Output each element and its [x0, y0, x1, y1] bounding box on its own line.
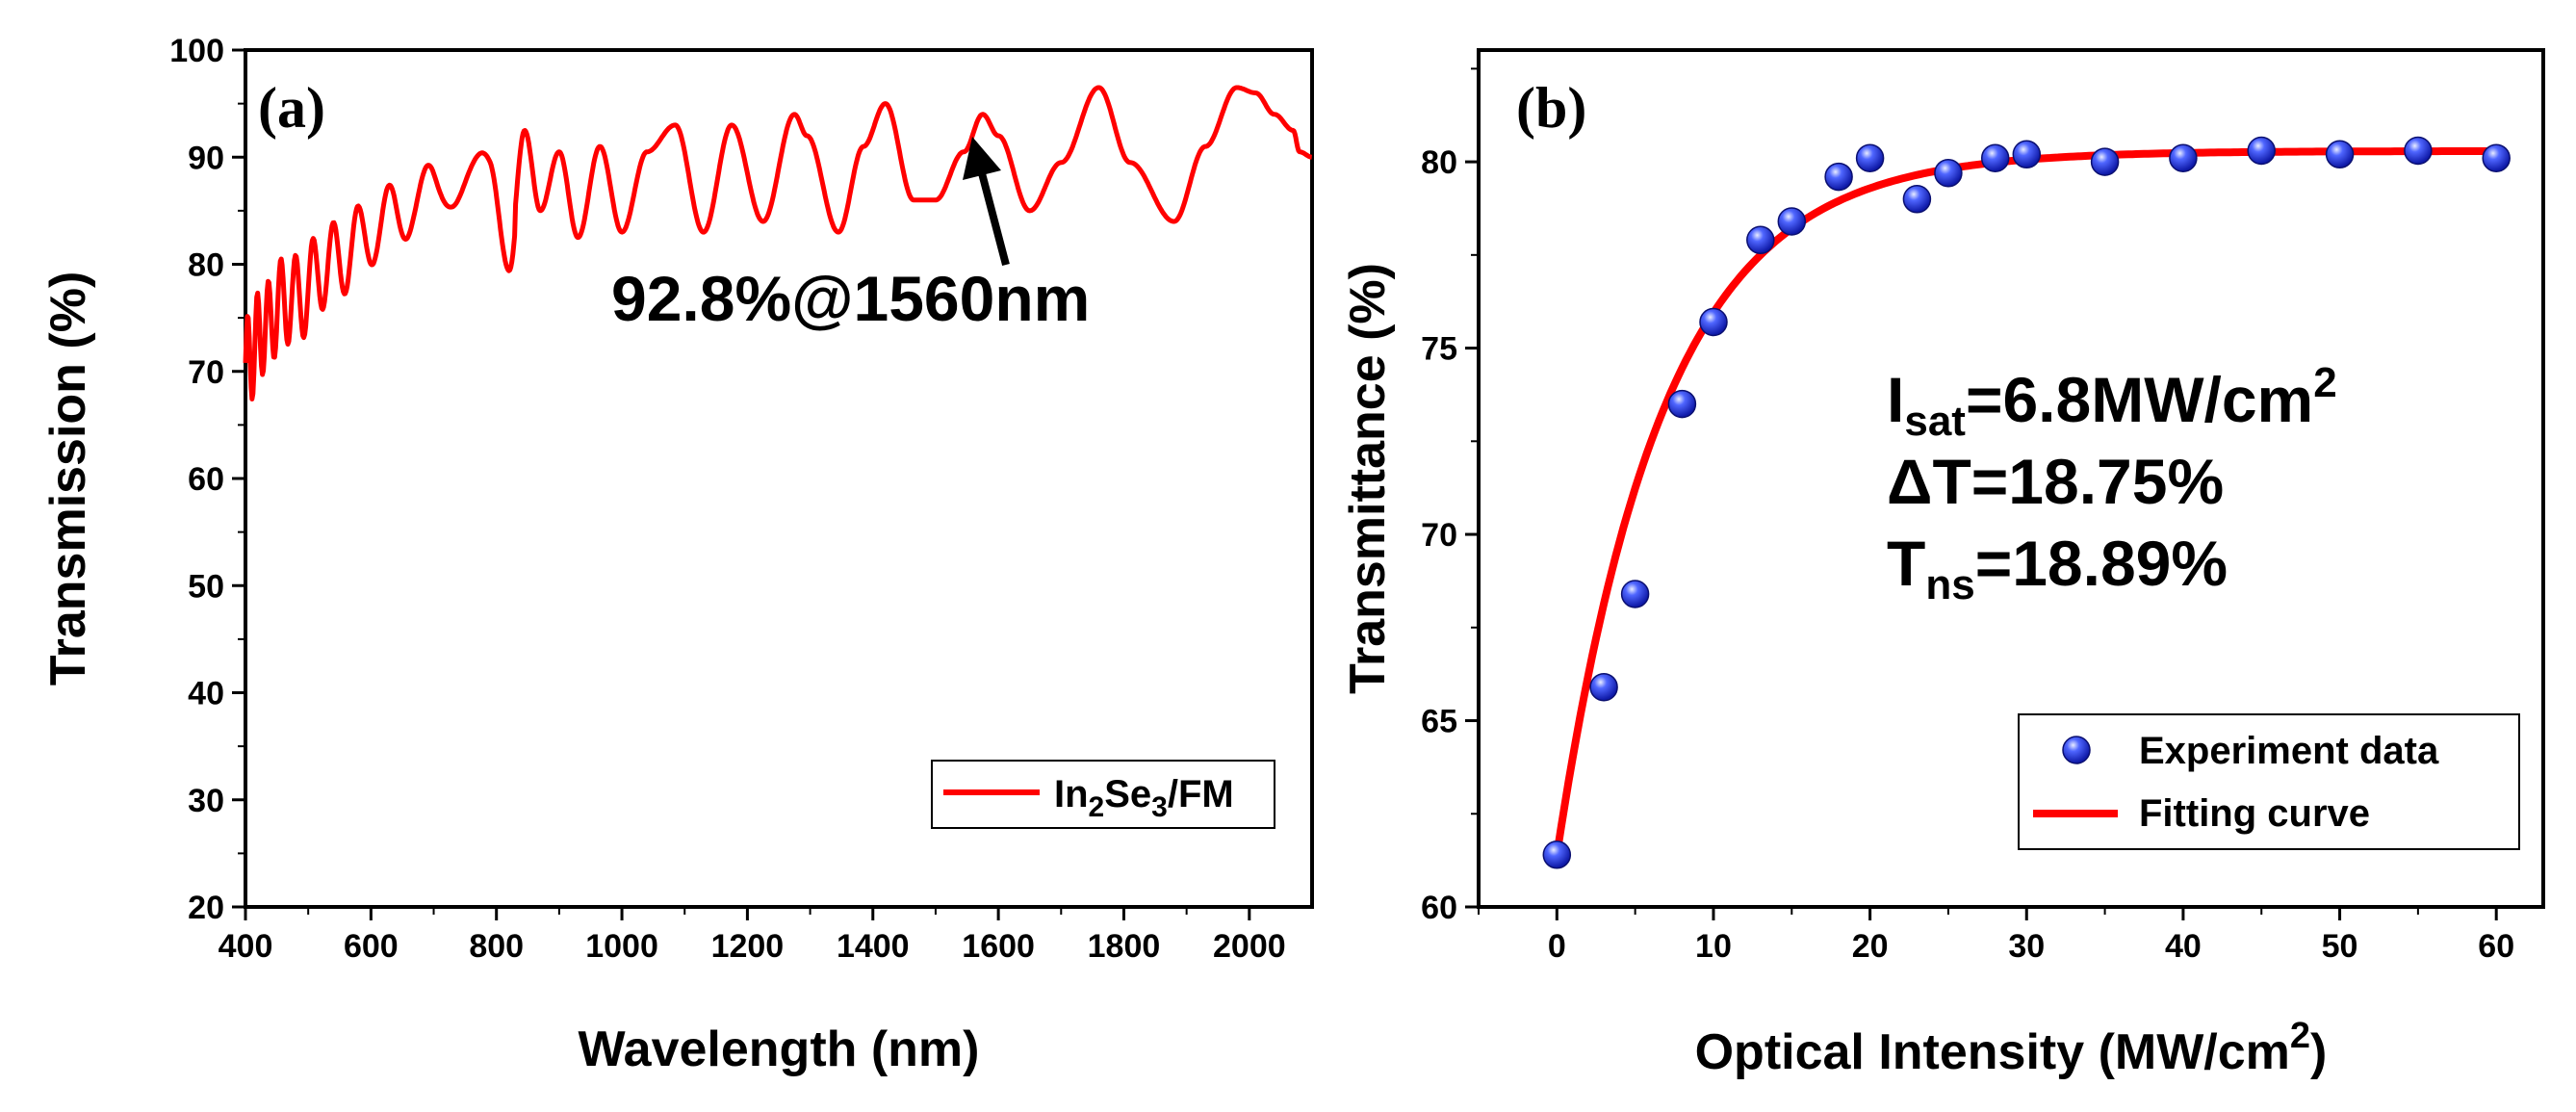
- panel-b-annotation-delta-t: ΔT=18.75%: [1887, 446, 2224, 517]
- panel-b-data-point: [1980, 143, 2010, 172]
- panel-b-data-point: [1589, 672, 1618, 702]
- panel-b-x-ticks: 0 10 20 30 40 50 60: [1478, 907, 2514, 965]
- panel-a-y-ticks: 20 30 40 50 60 70 80 90 100: [169, 33, 245, 926]
- panel-a-y-tick-label: 50: [188, 568, 224, 605]
- panel-b-data-point: [1902, 185, 1932, 214]
- panel-b-data-point: [2482, 143, 2511, 172]
- panel-b-data-point: [1699, 307, 1728, 337]
- panel-b-data-point: [2169, 143, 2198, 172]
- panel-b-data-point: [2090, 147, 2120, 176]
- panel-b-scatter-points: [1542, 136, 2511, 869]
- panel-b-y-tick-label: 65: [1421, 704, 1457, 740]
- panel-b-y-ticks: 60 65 70 75 80: [1421, 67, 1479, 926]
- panel-a-y-tick-label: 90: [188, 140, 224, 176]
- panel-b-legend-box: [2018, 713, 2520, 850]
- panel-a-y-tick-label: 70: [188, 354, 224, 391]
- panel-b-y-axis-title: Transmittance (%): [1340, 263, 1396, 694]
- panel-a-x-axis-title: Wavelength (nm): [579, 1021, 980, 1077]
- panel-b-y-tick-label: 60: [1421, 890, 1457, 926]
- panel-a-annotation: 92.8%@1560nm: [611, 263, 1090, 334]
- panel-a-y-tick-label: 20: [188, 890, 224, 926]
- panel-b-data-point: [2325, 140, 2355, 169]
- panel-b-data-point: [1620, 580, 1650, 608]
- panel-b-data-point: [1824, 162, 1853, 192]
- panel-b-y-tick-label: 70: [1421, 517, 1457, 554]
- panel-a-legend-label: In2Se3/FM: [1054, 773, 1234, 823]
- panel-b-data-point: [2012, 140, 2042, 169]
- panel-b-annotation-isat: Isat=6.8MW/cm2: [1887, 359, 2337, 445]
- panel-b-data-point: [2404, 136, 2433, 166]
- panel-a-x-tick-label: 1800: [1088, 928, 1161, 965]
- panel-b-data-point: [1934, 158, 1963, 188]
- panel-a-y-tick-label: 40: [188, 676, 224, 712]
- panel-b-x-axis-title: Optical Intensity (MW/cm2): [1695, 1016, 2328, 1080]
- panel-b-frame: [1477, 48, 2545, 909]
- panel-b-data-point: [2247, 136, 2276, 166]
- panel-b-data-point: [1746, 225, 1775, 255]
- panel-b-label: (b): [1516, 76, 1586, 140]
- panel-b-data-point: [1667, 389, 1697, 419]
- panel-b-x-tick-label: 0: [1548, 928, 1566, 965]
- panel-b-x-tick-label: 40: [2165, 928, 2202, 965]
- panel-a: 400 600 800 1000 1200 1400 1600 1800 2000 20 30 40…: [40, 33, 1314, 1077]
- panel-a-y-tick-label: 30: [188, 783, 224, 819]
- panel-b-y-tick-label: 75: [1421, 331, 1457, 368]
- panel-b: 0 10 20 30 40 50 60 60 65 70 75 80 (b) Optical Int…: [1340, 48, 2545, 1080]
- panel-b-annotation-tns: Tns=18.89%: [1887, 528, 2228, 608]
- panel-b-x-tick-label: 30: [2008, 928, 2045, 965]
- panel-a-y-tick-label: 80: [188, 247, 224, 284]
- panel-b-data-point: [1855, 143, 1885, 172]
- panel-a-label: (a): [258, 76, 325, 140]
- panel-b-data-point: [1777, 207, 1807, 236]
- panel-a-y-axis-title: Transmission (%): [40, 272, 96, 686]
- panel-a-y-tick-label: 100: [169, 33, 224, 69]
- panel-b-legend-label-fit: Fitting curve: [2139, 792, 2370, 835]
- panel-b-x-tick-label: 10: [1695, 928, 1732, 965]
- panel-a-annotation-arrow: [963, 137, 1010, 267]
- panel-a-x-tick-label: 400: [219, 928, 273, 965]
- panel-b-x-tick-label: 20: [1852, 928, 1889, 965]
- panel-a-x-tick-label: 1000: [585, 928, 658, 965]
- panel-b-legend-marker: [2062, 736, 2091, 764]
- panel-a-x-tick-label: 600: [344, 928, 399, 965]
- panel-b-x-tick-label: 50: [2322, 928, 2358, 965]
- panel-a-series-line: [243, 85, 1314, 401]
- panel-b-y-tick-label: 80: [1421, 144, 1457, 181]
- panel-b-legend: Experiment data Fitting curve: [2018, 713, 2520, 850]
- panel-b-legend-label-experiment: Experiment data: [2139, 730, 2439, 772]
- panel-a-x-tick-label: 800: [469, 928, 524, 965]
- panel-a-x-tick-label: 1400: [837, 928, 910, 965]
- panel-b-x-tick-label: 60: [2478, 928, 2514, 965]
- panel-a-x-tick-label: 1200: [711, 928, 785, 965]
- panel-a-x-tick-label: 1600: [962, 928, 1035, 965]
- panel-a-y-tick-label: 60: [188, 461, 224, 498]
- panel-a-x-ticks: 400 600 800 1000 1200 1400 1600 1800 2000: [219, 907, 1286, 965]
- panel-b-data-point: [1542, 840, 1572, 869]
- panel-a-legend: In2Se3/FM: [931, 760, 1275, 829]
- panel-a-x-tick-label: 2000: [1213, 928, 1286, 965]
